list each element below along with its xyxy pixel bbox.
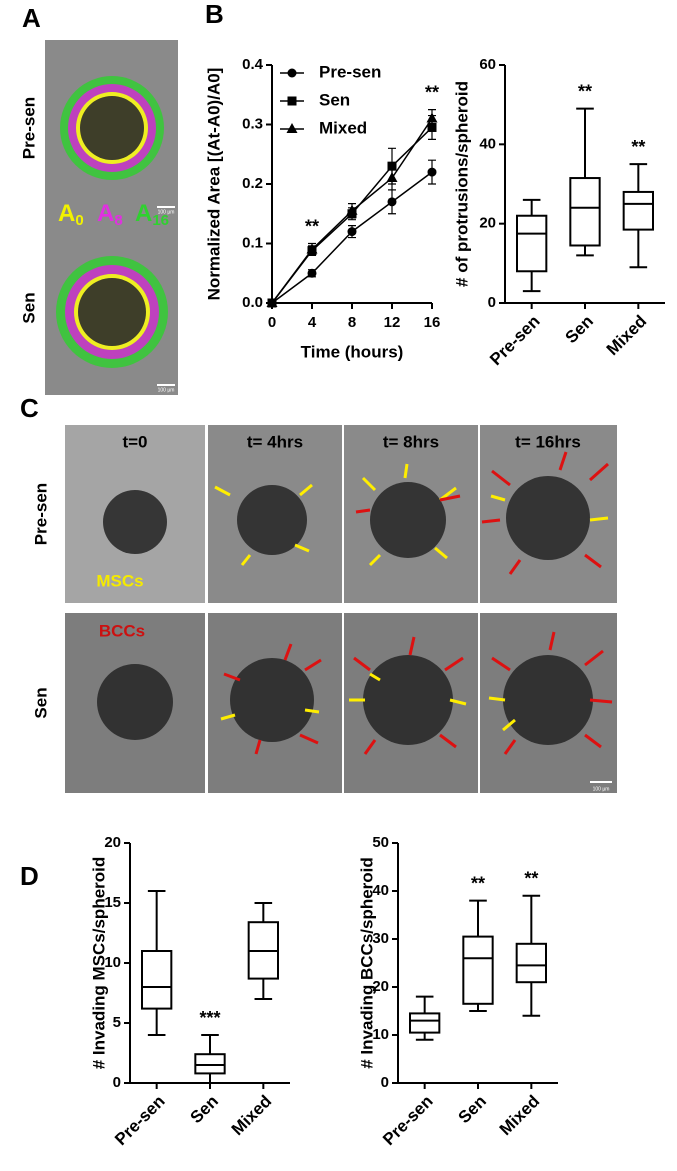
y-axis-title: # Invading MSCs/spheroid (89, 857, 108, 1070)
svg-text:A8: A8 (97, 200, 123, 229)
x-tick-label: Mixed (228, 1092, 276, 1140)
panel-label: D (20, 861, 39, 891)
scale-bar-label: 100 µm (593, 786, 610, 792)
column-label: t= 4hrs (247, 432, 303, 451)
y-axis-title: Normalized Area [(At-A0)/A0] (204, 68, 223, 301)
y-tick-label: 40 (372, 882, 389, 899)
y-axis-title: # Invading BCCs/spheroid (357, 857, 376, 1069)
data-point (347, 227, 357, 237)
y-axis-title: # of protrusions/spheroid (452, 81, 471, 287)
x-tick-label: Sen (187, 1092, 222, 1127)
x-tick-label: Sen (562, 312, 597, 347)
x-tick-label: Pre-sen (111, 1092, 169, 1150)
y-tick-label: 50 (372, 834, 389, 851)
box (515, 942, 548, 984)
x-tick-label: Mixed (603, 312, 651, 360)
y-tick-label: 0 (488, 294, 496, 311)
x-tick-label: Sen (455, 1092, 490, 1127)
y-tick-label: 0 (113, 1074, 121, 1091)
panel-a-legend: A0 A8 A16 (58, 200, 169, 229)
annotation: ** (631, 137, 645, 157)
y-tick-label: 20 (372, 978, 389, 995)
x-tick-label: Pre-sen (379, 1092, 437, 1150)
box (194, 1053, 226, 1075)
row-label: Pre-sen (31, 483, 50, 545)
y-tick-label: 10 (372, 1026, 389, 1043)
data-point (266, 297, 278, 307)
scale-bar-label: 100 µm (158, 387, 175, 393)
row-label: Pre-sen (19, 97, 38, 159)
x-tick-label: 0 (268, 314, 276, 331)
annotation: ** (524, 869, 538, 889)
panel-c-images (65, 425, 617, 793)
column-label: t=0 (122, 432, 147, 451)
legend-marker (286, 123, 298, 133)
box (462, 935, 494, 1005)
y-tick-label: 0 (381, 1074, 389, 1091)
data-point (306, 243, 318, 254)
annotation: ** (471, 873, 485, 893)
column-label: t= 16hrs (515, 432, 581, 451)
data-point (387, 197, 397, 207)
legend-label-sub: 8 (114, 212, 122, 229)
box (409, 1012, 441, 1034)
data-point (346, 204, 358, 215)
y-tick-label: 20 (479, 215, 496, 232)
svg-text:A0: A0 (58, 200, 84, 229)
legend-label: Mixed (319, 118, 367, 137)
scale-bar-label: 100 µm (158, 209, 175, 215)
annotation: ** (578, 81, 592, 101)
panel-label: C (20, 393, 39, 423)
box (141, 950, 173, 1010)
panel-label: B (205, 0, 224, 29)
row-label: Sen (31, 687, 50, 718)
legend-label-sub: 16 (152, 212, 169, 229)
x-tick-label: 4 (308, 314, 317, 331)
y-tick-label: 0.4 (242, 56, 264, 73)
y-tick-label: 0.0 (242, 294, 263, 311)
data-point (426, 112, 438, 123)
annotation: *** (199, 1008, 220, 1028)
legend-label: Pre-sen (319, 62, 381, 81)
x-tick-label: 16 (424, 314, 441, 331)
svg-text:A16: A16 (135, 200, 169, 229)
x-axis-title: Time (hours) (301, 342, 404, 361)
y-tick-label: 0.3 (242, 115, 263, 132)
annotation: ** (425, 82, 439, 102)
y-tick-label: 10 (104, 954, 121, 971)
annotation: ** (305, 216, 319, 236)
data-point (427, 167, 437, 177)
column-label: t= 8hrs (383, 432, 439, 451)
y-tick-label: 30 (372, 930, 389, 947)
box (569, 177, 601, 247)
panel-label: A (22, 3, 41, 33)
x-tick-label: 8 (348, 314, 356, 331)
legend-label: A (97, 200, 114, 227)
x-tick-label: Mixed (496, 1092, 544, 1140)
y-tick-label: 0.1 (242, 234, 263, 251)
y-tick-label: 60 (479, 56, 496, 73)
data-point (386, 172, 398, 183)
x-tick-label: Pre-sen (486, 312, 544, 370)
legend-label-sub: 0 (75, 212, 83, 229)
cell-label: MSCs (96, 571, 143, 590)
x-tick-label: 12 (384, 314, 401, 331)
y-tick-label: 5 (113, 1014, 121, 1031)
row-label: Sen (19, 292, 38, 323)
panel-a-image (45, 40, 178, 395)
legend-label: A (58, 200, 75, 227)
y-tick-label: 40 (479, 135, 496, 152)
y-tick-label: 0.2 (242, 175, 263, 192)
cell-label: BCCs (99, 621, 145, 640)
y-tick-label: 20 (104, 834, 121, 851)
box (622, 190, 655, 231)
legend-label: A (135, 200, 152, 227)
y-tick-label: 15 (104, 894, 121, 911)
data-point (307, 268, 317, 278)
box (516, 214, 548, 273)
legend-label: Sen (319, 90, 350, 109)
